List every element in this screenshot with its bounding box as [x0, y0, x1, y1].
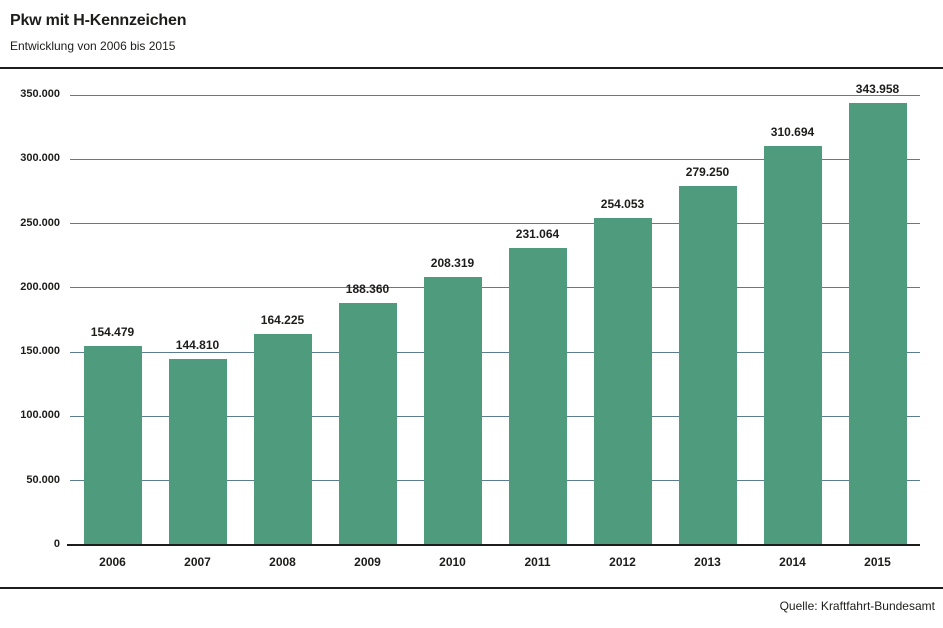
x-tick-label: 2006: [99, 555, 126, 569]
y-tick-label: 100.000: [20, 409, 60, 422]
x-tick-label: 2008: [269, 555, 296, 569]
bar: [423, 277, 482, 545]
x-tick-label: 2010: [439, 555, 466, 569]
y-tick-label: 350.000: [20, 88, 60, 100]
bar: [168, 358, 227, 545]
bar: [763, 145, 822, 545]
bar-value-label: 144.810: [175, 337, 220, 352]
x-tick-label: 2014: [779, 555, 806, 569]
x-tick-label: 2012: [609, 555, 636, 569]
bottom-divider: [0, 587, 943, 589]
bar-value-label: 254.053: [600, 197, 645, 212]
bar-value-label: 279.250: [685, 164, 730, 179]
gridline: [70, 158, 920, 160]
bar: [678, 185, 737, 545]
gridline: [70, 480, 920, 482]
source-label: Quelle: Kraftfahrt-Bundesamt: [779, 599, 935, 613]
chart-subtitle: Entwicklung von 2006 bis 2015: [10, 39, 176, 53]
bar: [593, 218, 652, 545]
bar: [253, 333, 312, 545]
x-tick-label: 2007: [184, 555, 211, 569]
y-tick-label: 250.000: [20, 216, 60, 229]
gridline: [70, 415, 920, 417]
gridline: [70, 223, 920, 225]
x-tick-label: 2009: [354, 555, 381, 569]
bar: [83, 346, 142, 545]
x-axis-line: [67, 544, 920, 546]
x-tick-label: 2015: [864, 555, 891, 569]
bar-value-label: 154.479: [90, 325, 135, 340]
y-tick-label: 200.000: [20, 280, 60, 293]
y-tick-label: 150.000: [20, 345, 60, 358]
chart-title: Pkw mit H-Kennzeichen: [10, 12, 187, 29]
bar-value-label: 231.064: [515, 226, 560, 241]
bar-value-label: 310.694: [770, 124, 815, 139]
gridline: [70, 94, 920, 96]
bar-value-label: 343.958: [855, 81, 900, 96]
bar: [338, 302, 397, 545]
y-tick-label: 300.000: [20, 152, 60, 165]
x-tick-label: 2013: [694, 555, 721, 569]
bar: [848, 102, 907, 545]
x-tick-label: 2011: [524, 555, 551, 569]
y-tick-label: 50.000: [26, 473, 60, 486]
gridline: [70, 287, 920, 289]
bar-value-label: 208.319: [430, 256, 475, 271]
y-tick-label: 0: [53, 538, 60, 550]
top-divider: [0, 67, 943, 69]
gridline: [70, 351, 920, 353]
bar: [508, 247, 567, 545]
bar-value-label: 188.360: [345, 281, 390, 296]
bar-value-label: 164.225: [260, 312, 305, 327]
